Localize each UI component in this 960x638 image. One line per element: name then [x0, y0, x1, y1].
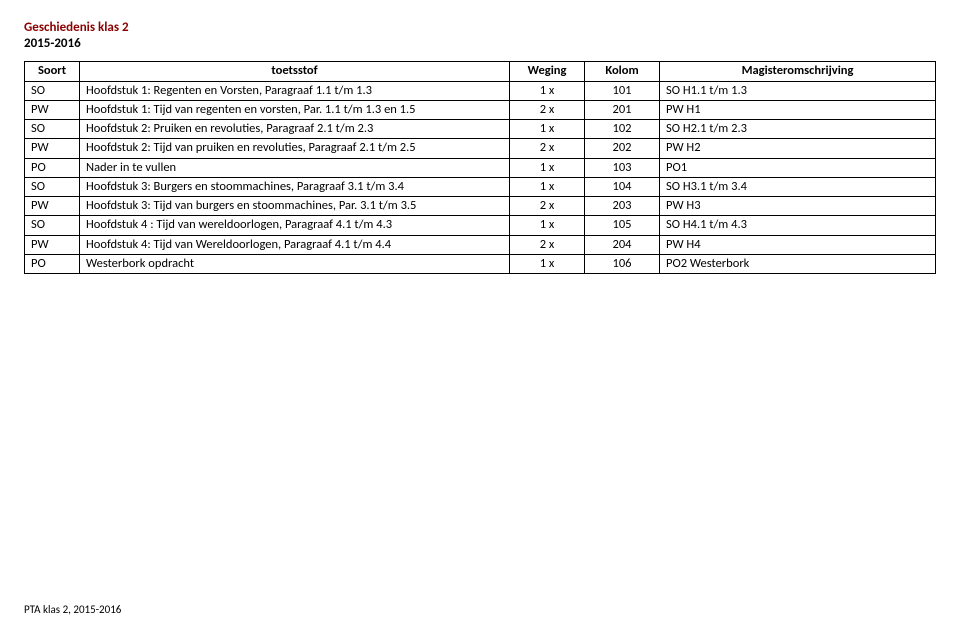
- table-row: PWHoofdstuk 3: Tijd van burgers en stoom…: [25, 197, 936, 216]
- cell-kolom: 106: [585, 254, 660, 273]
- cell-mag: PW H3: [660, 197, 936, 216]
- cell-soort: SO: [25, 177, 80, 196]
- cell-weging: 2 x: [510, 100, 585, 119]
- col-soort: Soort: [25, 62, 80, 81]
- cell-weging: 1 x: [510, 254, 585, 273]
- table-row: PWHoofdstuk 2: Tijd van pruiken en revol…: [25, 139, 936, 158]
- col-stof: toetsstof: [80, 62, 510, 81]
- cell-mag: PW H4: [660, 235, 936, 254]
- cell-soort: PO: [25, 254, 80, 273]
- cell-stof: Nader in te vullen: [80, 158, 510, 177]
- table-row: SOHoofdstuk 3: Burgers en stoommachines,…: [25, 177, 936, 196]
- cell-mag: SO H1.1 t/m 1.3: [660, 81, 936, 100]
- cell-stof: Hoofdstuk 3: Burgers en stoommachines, P…: [80, 177, 510, 196]
- col-weging: Weging: [510, 62, 585, 81]
- cell-soort: SO: [25, 216, 80, 235]
- cell-stof: Hoofdstuk 4: Tijd van Wereldoorlogen, Pa…: [80, 235, 510, 254]
- cell-mag: PW H1: [660, 100, 936, 119]
- cell-soort: PW: [25, 235, 80, 254]
- cell-weging: 2 x: [510, 197, 585, 216]
- cell-soort: PO: [25, 158, 80, 177]
- cell-kolom: 204: [585, 235, 660, 254]
- cell-weging: 1 x: [510, 158, 585, 177]
- table-row: SOHoofdstuk 4 : Tijd van wereldoorlogen,…: [25, 216, 936, 235]
- cell-weging: 1 x: [510, 120, 585, 139]
- page-footer: PTA klas 2, 2015-2016: [24, 603, 121, 616]
- cell-soort: PW: [25, 100, 80, 119]
- cell-weging: 1 x: [510, 177, 585, 196]
- table-row: SOHoofdstuk 1: Regenten en Vorsten, Para…: [25, 81, 936, 100]
- cell-kolom: 103: [585, 158, 660, 177]
- cell-stof: Hoofdstuk 2: Pruiken en revoluties, Para…: [80, 120, 510, 139]
- cell-kolom: 203: [585, 197, 660, 216]
- table-row: POWesterbork opdracht1 x106PO2 Westerbor…: [25, 254, 936, 273]
- cell-stof: Hoofdstuk 1: Tijd van regenten en vorste…: [80, 100, 510, 119]
- table-row: PONader in te vullen1 x103PO1: [25, 158, 936, 177]
- cell-mag: PW H2: [660, 139, 936, 158]
- col-kolom: Kolom: [585, 62, 660, 81]
- cell-mag: PO2 Westerbork: [660, 254, 936, 273]
- page-year: 2015-2016: [24, 36, 936, 51]
- cell-soort: PW: [25, 139, 80, 158]
- cell-soort: PW: [25, 197, 80, 216]
- cell-stof: Westerbork opdracht: [80, 254, 510, 273]
- table-header-row: Soort toetsstof Weging Kolom Magisteroms…: [25, 62, 936, 81]
- cell-kolom: 201: [585, 100, 660, 119]
- cell-stof: Hoofdstuk 4 : Tijd van wereldoorlogen, P…: [80, 216, 510, 235]
- cell-stof: Hoofdstuk 1: Regenten en Vorsten, Paragr…: [80, 81, 510, 100]
- col-mag: Magisteromschrijving: [660, 62, 936, 81]
- table-body: SOHoofdstuk 1: Regenten en Vorsten, Para…: [25, 81, 936, 274]
- cell-kolom: 105: [585, 216, 660, 235]
- cell-kolom: 102: [585, 120, 660, 139]
- cell-mag: PO1: [660, 158, 936, 177]
- page-title: Geschiedenis klas 2: [24, 20, 936, 36]
- cell-kolom: 104: [585, 177, 660, 196]
- cell-kolom: 101: [585, 81, 660, 100]
- cell-kolom: 202: [585, 139, 660, 158]
- cell-soort: SO: [25, 81, 80, 100]
- cell-stof: Hoofdstuk 2: Tijd van pruiken en revolut…: [80, 139, 510, 158]
- cell-weging: 2 x: [510, 139, 585, 158]
- table-row: SOHoofdstuk 2: Pruiken en revoluties, Pa…: [25, 120, 936, 139]
- cell-soort: SO: [25, 120, 80, 139]
- cell-mag: SO H3.1 t/m 3.4: [660, 177, 936, 196]
- cell-weging: 1 x: [510, 81, 585, 100]
- main-table: Soort toetsstof Weging Kolom Magisteroms…: [24, 61, 936, 274]
- cell-mag: SO H2.1 t/m 2.3: [660, 120, 936, 139]
- table-row: PWHoofdstuk 4: Tijd van Wereldoorlogen, …: [25, 235, 936, 254]
- table-row: PWHoofdstuk 1: Tijd van regenten en vors…: [25, 100, 936, 119]
- cell-weging: 2 x: [510, 235, 585, 254]
- cell-stof: Hoofdstuk 3: Tijd van burgers en stoomma…: [80, 197, 510, 216]
- cell-mag: SO H4.1 t/m 4.3: [660, 216, 936, 235]
- cell-weging: 1 x: [510, 216, 585, 235]
